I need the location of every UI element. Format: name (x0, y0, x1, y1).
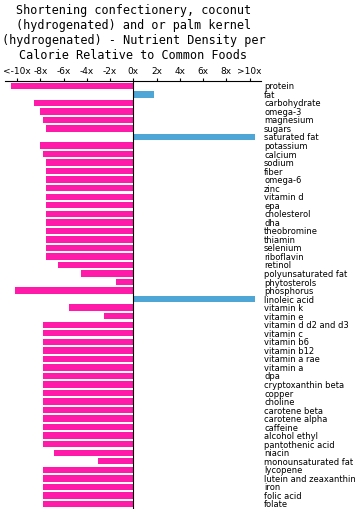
Bar (42, 484, 133, 490)
Bar (42, 151, 133, 157)
Bar (42, 467, 133, 473)
Bar (42, 339, 133, 345)
Bar (42, 330, 133, 337)
Bar (42, 373, 133, 379)
Bar (69, 304, 133, 311)
Title: Shortening confectionery, coconut
(hydrogenated) and or palm kernel
(hydrogenate: Shortening confectionery, coconut (hydro… (1, 4, 265, 62)
Bar (42, 441, 133, 447)
Bar (42, 364, 133, 371)
Bar (46, 168, 133, 174)
Bar (46, 194, 133, 200)
Bar (46, 236, 133, 243)
Bar (42, 415, 133, 422)
Bar (40, 142, 133, 149)
Bar (42, 381, 133, 388)
Bar (42, 322, 133, 328)
Bar (46, 176, 133, 183)
Bar (46, 253, 133, 260)
Bar (81, 270, 133, 277)
Bar (54, 450, 133, 456)
Bar (42, 356, 133, 362)
Bar (42, 390, 133, 396)
Bar (42, 475, 133, 482)
Bar (46, 159, 133, 166)
Bar (15, 287, 133, 294)
Bar (98, 458, 133, 465)
Bar (46, 125, 133, 132)
Bar (58, 262, 133, 268)
Bar (42, 424, 133, 430)
Bar (42, 492, 133, 499)
Bar (46, 185, 133, 191)
Bar (42, 398, 133, 405)
Bar (104, 313, 133, 319)
Bar (116, 279, 133, 285)
Bar (133, 296, 256, 302)
Bar (46, 228, 133, 234)
Bar (46, 219, 133, 226)
Bar (11, 83, 133, 89)
Bar (40, 108, 133, 115)
Bar (42, 117, 133, 123)
Bar (133, 91, 154, 98)
Bar (42, 407, 133, 413)
Bar (42, 347, 133, 354)
Bar (42, 432, 133, 439)
Bar (46, 211, 133, 217)
Bar (46, 245, 133, 251)
Bar (42, 501, 133, 507)
Bar (35, 100, 133, 106)
Bar (133, 134, 256, 140)
Bar (46, 202, 133, 209)
